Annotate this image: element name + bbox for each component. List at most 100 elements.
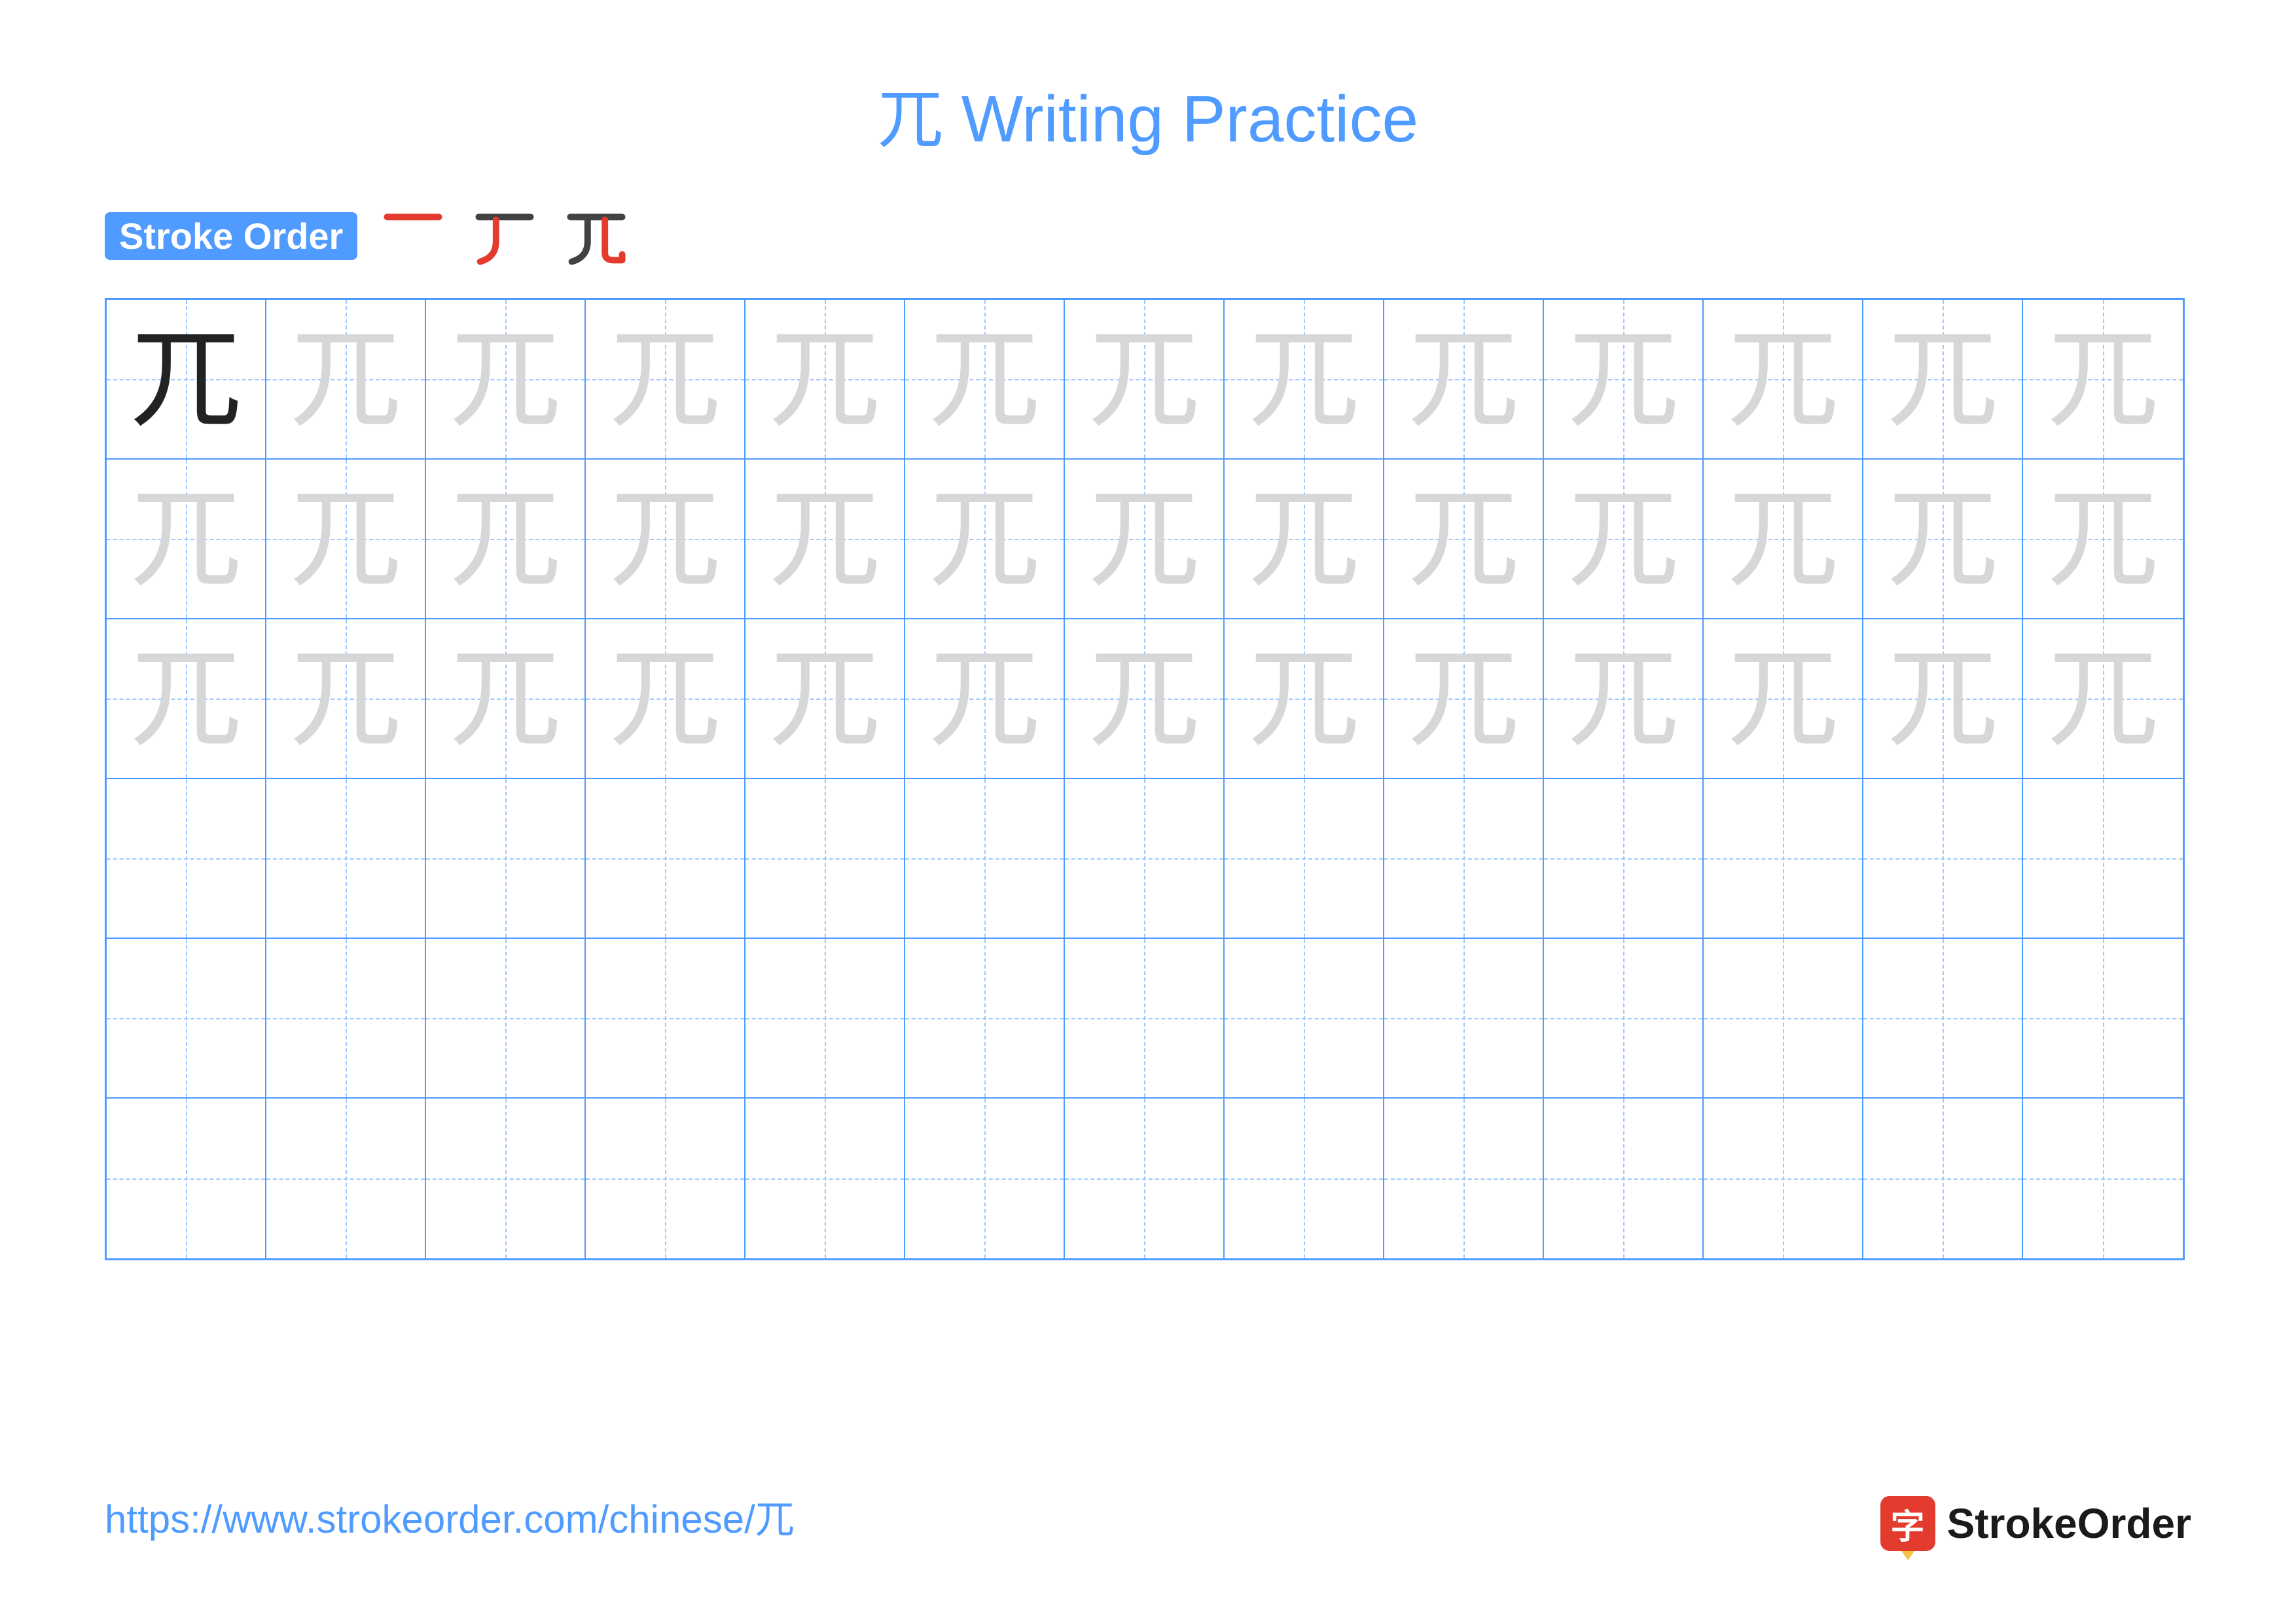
grid-cell: 兀 [1225, 460, 1384, 619]
grid-cell [1544, 939, 1704, 1099]
grid-cell: 兀 [1225, 619, 1384, 779]
grid-cell: 兀 [586, 619, 745, 779]
grid-cell: 兀 [107, 460, 266, 619]
grid-cell [905, 1099, 1065, 1258]
grid-cell: 兀 [1863, 300, 2023, 460]
grid-cell [1065, 779, 1225, 939]
practice-character: 兀 [586, 300, 744, 458]
page-title: 兀 Writing Practice [105, 65, 2191, 160]
grid-cell: 兀 [1065, 460, 1225, 619]
grid-cell [2023, 1099, 2183, 1258]
grid-cell [1544, 779, 1704, 939]
grid-cell: 兀 [426, 300, 586, 460]
source-url-link[interactable]: https://www.strokeorder.com/chinese/兀 [105, 1487, 795, 1544]
grid-cell: 兀 [1384, 460, 1544, 619]
grid-cell: 兀 [745, 619, 905, 779]
grid-cell: 兀 [1065, 300, 1225, 460]
practice-character: 兀 [1384, 619, 1543, 778]
grid-cell [426, 939, 586, 1099]
practice-character: 兀 [107, 300, 265, 458]
stroke-order-row: Stroke Order [105, 200, 2191, 272]
grid-cell: 兀 [107, 619, 266, 779]
grid-cell [266, 1099, 426, 1258]
grid-cell [107, 1099, 266, 1258]
practice-character: 兀 [586, 460, 744, 618]
stroke-step-3 [560, 200, 632, 272]
grid-cell [2023, 779, 2183, 939]
grid-cell [1065, 1099, 1225, 1258]
grid-cell: 兀 [2023, 300, 2183, 460]
grid-cell [107, 939, 266, 1099]
grid-cell: 兀 [1704, 460, 1863, 619]
practice-character: 兀 [1225, 460, 1383, 618]
grid-cell [1065, 939, 1225, 1099]
practice-character: 兀 [745, 460, 904, 618]
grid-cell: 兀 [586, 460, 745, 619]
grid-cell [1863, 1099, 2023, 1258]
grid-cell: 兀 [1384, 619, 1544, 779]
grid-cell [426, 779, 586, 939]
practice-character: 兀 [1863, 300, 2022, 458]
grid-cell [1225, 939, 1384, 1099]
grid-cell: 兀 [1704, 619, 1863, 779]
practice-character: 兀 [426, 619, 584, 778]
grid-cell [905, 939, 1065, 1099]
grid-cell: 兀 [1544, 300, 1704, 460]
practice-character: 兀 [1384, 460, 1543, 618]
grid-cell [586, 939, 745, 1099]
grid-cell [1384, 779, 1544, 939]
practice-character: 兀 [1704, 619, 1862, 778]
grid-cell: 兀 [107, 300, 266, 460]
grid-cell [2023, 939, 2183, 1099]
stroke-step-1 [377, 200, 449, 272]
grid-cell [1863, 779, 2023, 939]
practice-character: 兀 [745, 619, 904, 778]
practice-character: 兀 [1863, 619, 2022, 778]
grid-cell: 兀 [426, 460, 586, 619]
grid-cell: 兀 [905, 619, 1065, 779]
practice-character: 兀 [2023, 460, 2183, 618]
grid-cell [745, 939, 905, 1099]
grid-cell [745, 779, 905, 939]
grid-cell [1544, 1099, 1704, 1258]
practice-character: 兀 [1065, 460, 1223, 618]
practice-character: 兀 [905, 619, 1064, 778]
grid-cell: 兀 [1065, 619, 1225, 779]
practice-character: 兀 [2023, 300, 2183, 458]
grid-cell: 兀 [905, 300, 1065, 460]
brand-name: StrokeOrder [1947, 1499, 2191, 1548]
practice-character: 兀 [266, 619, 425, 778]
practice-character: 兀 [905, 460, 1064, 618]
grid-cell: 兀 [1863, 460, 2023, 619]
practice-character: 兀 [426, 300, 584, 458]
practice-character: 兀 [1225, 619, 1383, 778]
grid-cell: 兀 [1704, 300, 1863, 460]
grid-cell [266, 779, 426, 939]
grid-cell [1704, 779, 1863, 939]
grid-cell [1225, 1099, 1384, 1258]
practice-character: 兀 [1544, 460, 1702, 618]
practice-character: 兀 [107, 619, 265, 778]
grid-cell [745, 1099, 905, 1258]
grid-cell: 兀 [586, 300, 745, 460]
grid-cell [586, 1099, 745, 1258]
grid-cell [426, 1099, 586, 1258]
practice-character: 兀 [1704, 460, 1862, 618]
practice-character: 兀 [2023, 619, 2183, 778]
grid-cell [586, 779, 745, 939]
practice-character: 兀 [745, 300, 904, 458]
practice-grid: 兀兀兀兀兀兀兀兀兀兀兀兀兀兀兀兀兀兀兀兀兀兀兀兀兀兀兀兀兀兀兀兀兀兀兀兀兀兀兀 [105, 298, 2185, 1260]
grid-cell [1225, 779, 1384, 939]
practice-character: 兀 [586, 619, 744, 778]
grid-cell: 兀 [745, 460, 905, 619]
grid-cell: 兀 [1225, 300, 1384, 460]
practice-character: 兀 [266, 300, 425, 458]
practice-character: 兀 [1544, 300, 1702, 458]
grid-cell [905, 779, 1065, 939]
grid-cell: 兀 [266, 460, 426, 619]
stroke-steps-container [377, 200, 632, 272]
practice-character: 兀 [1065, 300, 1223, 458]
grid-cell: 兀 [1544, 619, 1704, 779]
practice-character: 兀 [1704, 300, 1862, 458]
grid-cell: 兀 [2023, 460, 2183, 619]
